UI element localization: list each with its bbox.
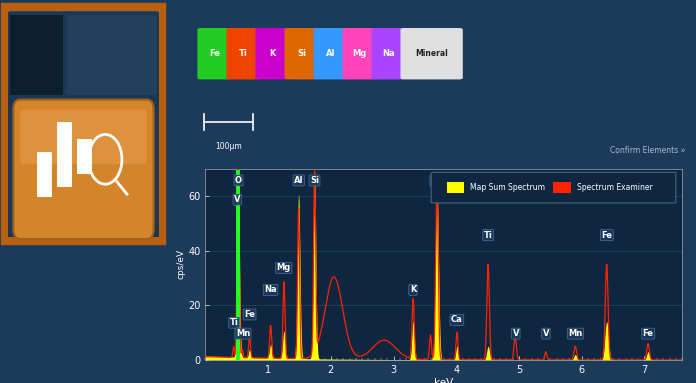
- Text: Mineral: Mineral: [416, 49, 448, 58]
- Text: Map Sum Spectrum: Map Sum Spectrum: [470, 183, 545, 192]
- Bar: [37, 152, 52, 197]
- Text: Ti: Ti: [239, 49, 248, 58]
- Text: Ti: Ti: [484, 231, 493, 240]
- FancyBboxPatch shape: [20, 110, 147, 164]
- FancyBboxPatch shape: [431, 172, 676, 203]
- FancyBboxPatch shape: [342, 28, 377, 79]
- Text: V: V: [234, 195, 241, 204]
- FancyBboxPatch shape: [313, 28, 348, 79]
- Text: 100μm: 100μm: [215, 142, 242, 151]
- Text: V: V: [543, 329, 549, 338]
- Y-axis label: cps/eV: cps/eV: [176, 249, 185, 279]
- FancyBboxPatch shape: [226, 28, 261, 79]
- Text: Ca: Ca: [431, 176, 443, 185]
- Text: V: V: [512, 329, 519, 338]
- FancyBboxPatch shape: [372, 28, 406, 79]
- Text: Confirm Elements »: Confirm Elements »: [610, 146, 686, 155]
- FancyBboxPatch shape: [13, 100, 154, 239]
- Text: Mg: Mg: [276, 264, 291, 272]
- FancyBboxPatch shape: [198, 28, 232, 79]
- Text: Si: Si: [297, 49, 306, 58]
- FancyBboxPatch shape: [400, 28, 463, 79]
- FancyBboxPatch shape: [285, 28, 319, 79]
- FancyBboxPatch shape: [255, 28, 290, 79]
- Bar: [10, 15, 63, 95]
- Bar: [67, 15, 157, 95]
- Bar: [447, 182, 464, 193]
- Text: Na: Na: [382, 49, 395, 58]
- Text: Fe: Fe: [642, 329, 654, 338]
- X-axis label: keV: keV: [434, 378, 453, 383]
- Bar: [57, 122, 72, 187]
- Bar: [77, 139, 92, 174]
- Text: Spectrum Examiner: Spectrum Examiner: [577, 183, 652, 192]
- Text: Mg: Mg: [352, 49, 367, 58]
- Text: Si: Si: [310, 176, 319, 185]
- Text: K: K: [410, 285, 416, 295]
- Text: Fe: Fe: [209, 49, 220, 58]
- Text: Fe: Fe: [601, 231, 612, 240]
- Text: Mn: Mn: [569, 329, 583, 338]
- Text: K: K: [269, 49, 276, 58]
- Text: Fe: Fe: [244, 310, 255, 319]
- Text: Al: Al: [326, 49, 335, 58]
- Text: Na: Na: [264, 285, 277, 295]
- Text: Ca: Ca: [451, 316, 463, 324]
- FancyBboxPatch shape: [5, 7, 162, 242]
- Text: Mn: Mn: [236, 329, 250, 338]
- Bar: [553, 182, 571, 193]
- Text: Al: Al: [294, 176, 303, 185]
- Text: Ti: Ti: [230, 318, 239, 327]
- Text: O: O: [235, 176, 242, 185]
